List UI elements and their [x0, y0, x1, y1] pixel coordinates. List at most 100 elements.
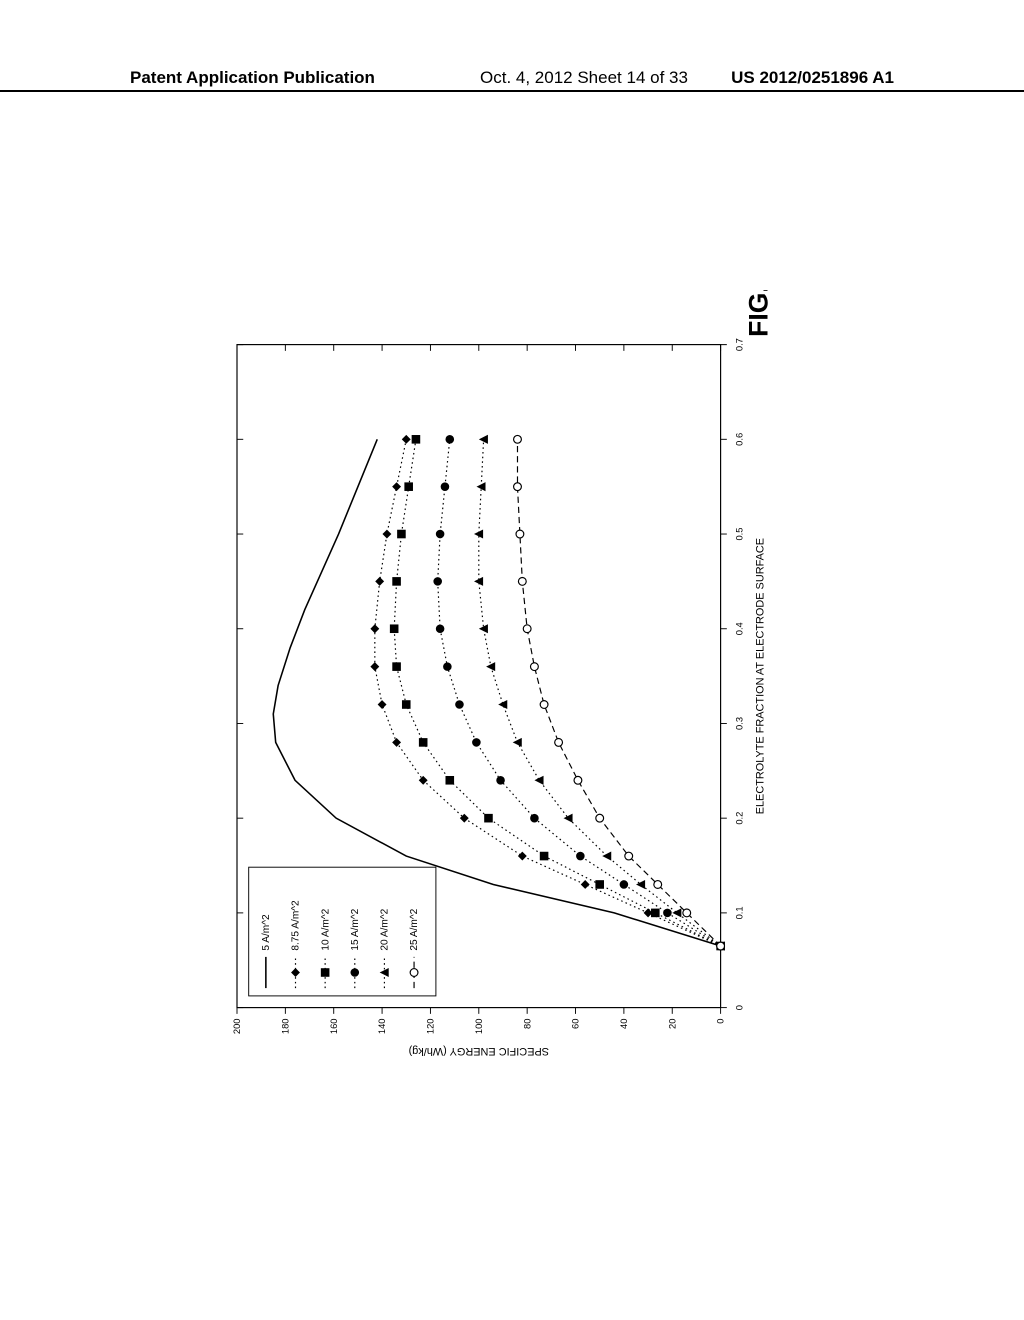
series-marker — [555, 739, 563, 747]
y-tick-label: 140 — [377, 1019, 387, 1035]
x-tick-label: 0.4 — [734, 622, 744, 635]
legend-label: 20 A/m^2 — [380, 908, 391, 950]
series-marker — [393, 739, 401, 747]
series-marker — [664, 909, 672, 917]
legend-box — [249, 867, 436, 996]
series-marker — [393, 483, 401, 491]
series-marker — [531, 663, 539, 671]
series-marker — [514, 435, 522, 443]
series-marker — [499, 701, 507, 709]
header-date-sheet: Oct. 4, 2012 Sheet 14 of 33 — [480, 68, 688, 88]
series-marker — [596, 814, 604, 822]
series-marker — [456, 701, 464, 709]
y-tick-label: 180 — [280, 1019, 290, 1035]
series-marker — [497, 776, 505, 784]
series-marker — [574, 776, 582, 784]
series-line — [438, 439, 721, 946]
x-tick-label: 0.3 — [734, 717, 744, 730]
legend-label: 5 A/m^2 — [261, 914, 272, 951]
series-marker — [564, 814, 572, 822]
series-marker — [419, 776, 427, 784]
series-marker — [376, 577, 384, 585]
x-tick-label: 0.7 — [734, 338, 744, 351]
series-marker — [523, 625, 531, 633]
chart-svg: 0 0.1 0.2 0.3 0.4 0.5 0.6 0.7 0 20 40 60 80 100 120 140… — [0, 290, 1024, 1070]
legend-marker — [410, 969, 418, 977]
series-marker — [393, 577, 401, 585]
y-tick-label: 160 — [329, 1019, 339, 1035]
series-marker — [651, 909, 659, 917]
series-marker — [436, 530, 444, 538]
y-tick-label: 0 — [716, 1019, 726, 1024]
figure-container: 0 0.1 0.2 0.3 0.4 0.5 0.6 0.7 0 20 40 60 80 100 120 140… — [0, 290, 1024, 1070]
series-marker — [412, 435, 420, 443]
figure-label: FIG. 10 — [743, 290, 773, 337]
series-marker — [398, 530, 406, 538]
series-marker — [620, 881, 628, 889]
series-marker — [378, 701, 386, 709]
series-marker — [514, 739, 522, 747]
series-line — [394, 439, 720, 946]
series-marker — [446, 776, 454, 784]
series-marker — [434, 577, 442, 585]
series-marker — [480, 435, 488, 443]
y-tick-label: 200 — [232, 1019, 242, 1035]
series-marker — [596, 881, 604, 889]
series-marker — [717, 942, 725, 950]
series-marker — [514, 483, 522, 491]
series-marker — [390, 625, 398, 633]
series-marker — [405, 483, 413, 491]
series-marker — [576, 852, 584, 860]
series-marker — [419, 739, 427, 747]
series-marker — [371, 625, 379, 633]
header-patent-number: US 2012/0251896 A1 — [731, 68, 894, 88]
x-axis-label: ELECTROLYTE FRACTION AT ELECTRODE SURFAC… — [755, 538, 767, 814]
series-marker — [393, 663, 401, 671]
series-marker — [603, 852, 611, 860]
series-marker — [654, 881, 662, 889]
series-marker — [371, 663, 379, 671]
series-marker — [472, 739, 480, 747]
series-marker — [487, 663, 495, 671]
series-marker — [531, 814, 539, 822]
series-marker — [402, 435, 410, 443]
y-tick-label: 20 — [667, 1019, 677, 1029]
x-tick-label: 0.2 — [734, 812, 744, 825]
series-marker — [436, 625, 444, 633]
series-marker — [516, 530, 524, 538]
series-marker — [518, 852, 526, 860]
series-marker — [446, 435, 454, 443]
legend-label: 25 A/m^2 — [409, 908, 420, 950]
series-marker — [540, 701, 548, 709]
x-tick-label: 0.1 — [734, 906, 744, 919]
y-tick-label: 120 — [426, 1019, 436, 1035]
y-axis-label: SPECIFIC ENERGY (Wh/kg) — [409, 1045, 549, 1057]
series-marker — [443, 663, 451, 671]
x-tick-label: 0.5 — [734, 528, 744, 541]
y-tick-label: 80 — [522, 1019, 532, 1029]
legend-marker — [321, 969, 329, 977]
legend-label: 8.75 A/m^2 — [291, 900, 302, 951]
series-marker — [637, 881, 645, 889]
series-line — [517, 439, 720, 946]
series-marker — [581, 881, 589, 889]
series-marker — [683, 909, 691, 917]
legend-label: 15 A/m^2 — [350, 908, 361, 950]
header-publication: Patent Application Publication — [130, 68, 375, 88]
series-marker — [540, 852, 548, 860]
series-line — [479, 439, 721, 946]
series-marker — [625, 852, 633, 860]
y-tick-label: 40 — [619, 1019, 629, 1029]
series-marker — [402, 701, 410, 709]
x-tick-label: 0 — [734, 1005, 744, 1010]
series-marker — [441, 483, 449, 491]
y-tick-label: 60 — [571, 1019, 581, 1029]
series-marker — [485, 814, 493, 822]
series-marker — [673, 909, 681, 917]
legend-label: 10 A/m^2 — [320, 908, 331, 950]
y-tick-label: 100 — [474, 1019, 484, 1035]
legend-marker — [351, 969, 359, 977]
series-marker — [644, 909, 652, 917]
x-tick-label: 0.6 — [734, 433, 744, 446]
series-marker — [535, 776, 543, 784]
